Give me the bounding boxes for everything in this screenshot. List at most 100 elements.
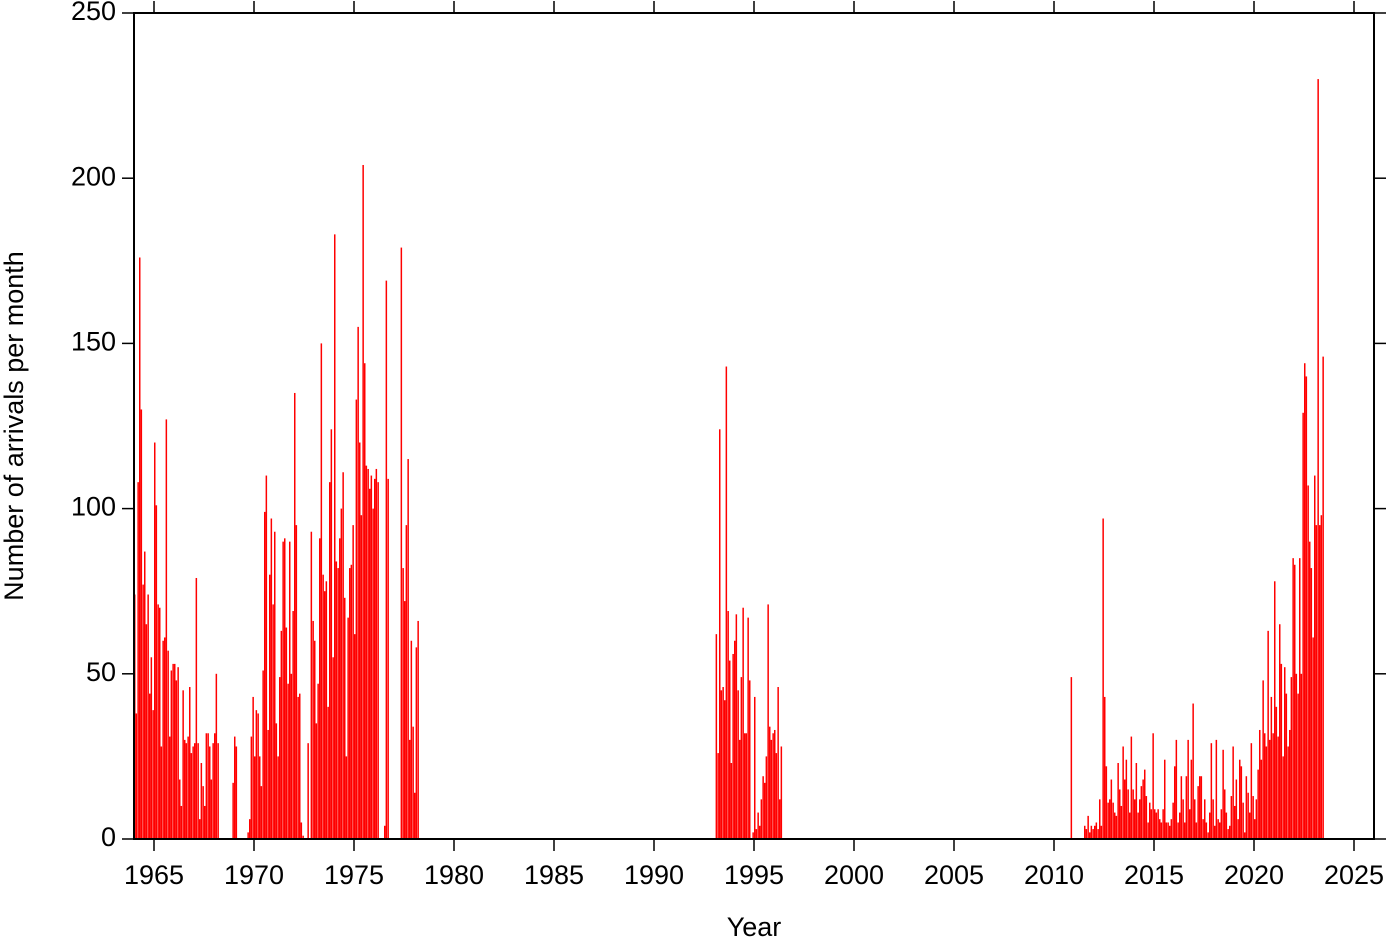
bar [234,736,236,839]
bar [1277,736,1279,839]
bar [1219,822,1221,839]
bar [1315,525,1318,839]
bar [1257,769,1259,839]
bar [194,743,196,839]
bar [202,786,204,839]
bar [777,687,779,839]
bar [1162,809,1164,839]
bar [410,640,413,839]
bar [200,763,203,839]
bar [189,687,191,839]
bar [1320,515,1323,839]
bar [247,832,249,839]
bar [1317,79,1319,839]
bar [1309,541,1311,839]
bar [1307,485,1309,839]
bar [1202,819,1204,839]
x-tick-label: 1990 [624,860,684,890]
bar [147,594,149,839]
bar [319,538,321,839]
bar [377,482,379,839]
bar [1229,825,1231,839]
bar [367,468,369,839]
bar [354,634,356,839]
bar [1099,799,1101,839]
bar [1262,680,1264,839]
bar [290,673,293,839]
bar [762,776,764,839]
bar [140,409,143,839]
bar [779,799,781,839]
bar [1294,564,1296,839]
bar [209,746,211,839]
bar [295,525,298,839]
bar [739,739,741,839]
bar [1242,802,1244,839]
bar [257,713,259,839]
bar [1070,677,1073,839]
bar [755,829,758,839]
bar [749,680,751,839]
x-tick-label: 2015 [1124,860,1184,890]
bar [264,511,266,839]
bar [727,611,729,839]
bar [1180,776,1183,839]
bar [1140,786,1143,839]
bar [347,617,349,839]
bar [1287,746,1289,839]
bar [770,739,773,839]
bar [355,399,358,839]
bar [1089,832,1091,839]
bar [274,531,276,839]
bar [259,756,261,839]
bar [1249,812,1251,839]
x-tick-label: 2020 [1224,860,1284,890]
bar [287,683,289,839]
bar [747,617,749,839]
bar [412,726,414,839]
bar [1235,779,1238,839]
bar [1152,733,1154,839]
bar [1282,756,1284,839]
bar [1275,706,1278,839]
bar [339,538,341,839]
bar [402,568,404,839]
bar [142,584,144,839]
bar [1175,739,1178,839]
bar [170,670,173,839]
bar [340,508,343,839]
bar [250,736,253,839]
bar [1085,829,1088,839]
bar [1225,812,1228,839]
bar [1147,822,1149,839]
bar [1094,825,1096,839]
bar [1192,703,1194,839]
bar [1095,822,1098,839]
bar [184,739,186,839]
bar [1237,819,1239,839]
bar [254,756,256,839]
bar [190,753,193,839]
bar [1267,630,1269,839]
bar [307,743,309,839]
bar [232,782,234,839]
bar [774,729,776,839]
bar [1255,799,1258,839]
bar [175,680,178,839]
bar [765,756,768,839]
bar [415,647,418,839]
bar [1310,568,1313,839]
bar [297,696,299,839]
bar [1122,746,1124,839]
bar [1207,832,1209,839]
bar [349,568,351,839]
bar [1284,667,1286,839]
bar [742,607,744,839]
bar [732,653,734,839]
bar [1265,746,1268,839]
bar [249,819,251,839]
bar [734,640,736,839]
bar [1245,776,1248,839]
bar [139,257,141,840]
bar [180,805,183,839]
